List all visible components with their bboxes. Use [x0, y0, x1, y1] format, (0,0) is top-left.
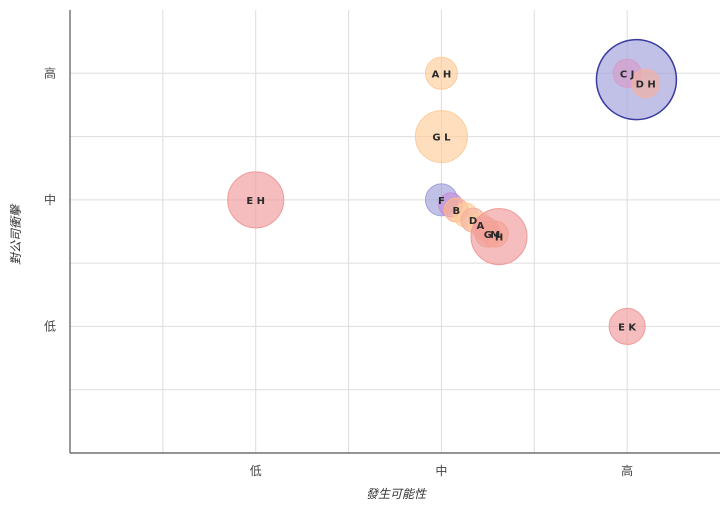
bubble — [608, 307, 646, 345]
tick-labels: 低中高低中高 — [44, 65, 633, 478]
bubble-label: G L — [432, 133, 451, 144]
y-tick-label: 低 — [44, 319, 56, 333]
bubble-label: D — [469, 216, 477, 227]
bubble — [631, 68, 661, 98]
bubble — [414, 110, 468, 164]
x-axis-title: 發生可能性 — [366, 487, 427, 501]
bubble-label: C J — [620, 69, 635, 80]
x-tick-label: 低 — [250, 464, 262, 478]
bubble-label: M — [490, 230, 500, 241]
bubble — [227, 171, 285, 229]
bubbles — [227, 38, 678, 345]
bubble-label: F — [438, 196, 445, 207]
bubble-label: B — [452, 206, 460, 217]
bubble-label: E H — [246, 196, 265, 207]
y-tick-label: 中 — [44, 192, 56, 207]
bubble-label: E K — [618, 322, 637, 333]
bubble-label: G — [484, 230, 492, 241]
y-tick-label: 高 — [44, 65, 56, 80]
y-axis-title: 對公司衝擊 — [9, 203, 23, 265]
x-tick-label: 高 — [621, 463, 633, 478]
bubble-label: D H — [636, 79, 656, 90]
bubble-label: A — [477, 221, 485, 232]
bubble-label: H — [495, 233, 503, 244]
bubble — [424, 56, 458, 90]
bubble — [470, 208, 528, 266]
x-tick-label: 中 — [435, 463, 447, 478]
bubble-label: A H — [432, 69, 452, 80]
